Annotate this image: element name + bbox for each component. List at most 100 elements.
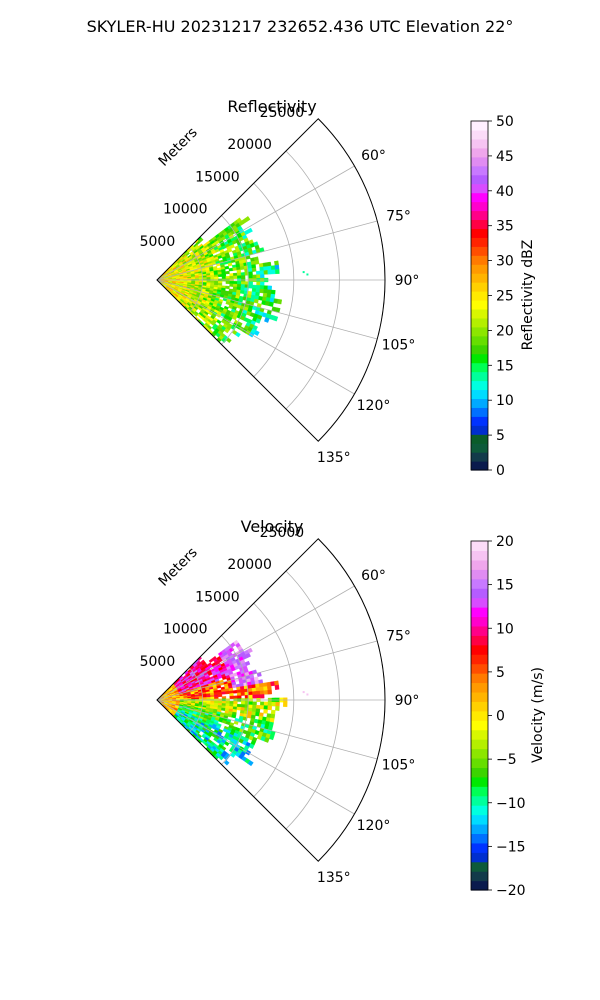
figure-suptitle: SKYLER-HU 20231217 232652.436 UTC Elevat… bbox=[87, 17, 514, 36]
reflectivity-gate bbox=[237, 275, 242, 279]
colorbar-swatch bbox=[471, 625, 488, 636]
colorbar-swatch bbox=[471, 597, 488, 608]
azimuth-tick-label: 135° bbox=[317, 450, 351, 466]
velocity-gate bbox=[275, 705, 280, 711]
reflectivity-gate bbox=[195, 277, 200, 280]
reflectivity-colorbar-scale bbox=[470, 120, 489, 471]
velocity-gate bbox=[217, 694, 223, 698]
colorbar-swatch bbox=[471, 795, 488, 806]
colorbar-swatch bbox=[471, 644, 488, 655]
reflectivity-gate bbox=[306, 273, 309, 276]
reflectivity-gate bbox=[274, 264, 280, 270]
reflectivity-gate bbox=[267, 269, 273, 275]
reflectivity-gate bbox=[266, 261, 272, 267]
colorbar-swatch bbox=[471, 805, 488, 816]
reflectivity-gate bbox=[229, 273, 234, 277]
reflectivity-gate bbox=[256, 274, 261, 279]
velocity-gate bbox=[260, 694, 265, 699]
colorbar-tick-label: 10 bbox=[496, 393, 514, 409]
velocity-gate bbox=[223, 760, 230, 766]
azimuth-spoke bbox=[156, 165, 355, 281]
reflectivity-gate bbox=[259, 270, 265, 275]
reflectivity-gate bbox=[228, 267, 234, 272]
colorbar-tick-label: −10 bbox=[496, 796, 526, 812]
reflectivity-colorbar: 0 5 10 15 20 25 30 35 40 45 50 Reflectivity dBZ bbox=[470, 114, 536, 479]
velocity-gate bbox=[255, 690, 261, 696]
reflectivity-gate bbox=[233, 281, 238, 285]
reflectivity-gate bbox=[206, 276, 211, 280]
reflectivity-gate bbox=[253, 330, 260, 336]
velocity-gate bbox=[247, 688, 253, 693]
reflectivity-gate bbox=[214, 276, 219, 280]
azimuth-tick-label: 60° bbox=[361, 148, 386, 164]
reflectivity-gate bbox=[270, 289, 276, 295]
reflectivity-gate bbox=[240, 272, 246, 276]
velocity-gate bbox=[229, 693, 234, 697]
colorbar-swatch bbox=[471, 282, 488, 292]
velocity-gate bbox=[231, 684, 237, 689]
velocity-gate bbox=[264, 737, 270, 743]
colorbar-swatch bbox=[471, 701, 488, 712]
range-tick-label: 25000 bbox=[260, 105, 305, 121]
reflectivity-gate bbox=[239, 265, 245, 270]
colorbar-tick-label: 20 bbox=[496, 323, 514, 339]
axes-frame bbox=[156, 118, 386, 442]
velocity-gate bbox=[263, 686, 268, 691]
colorbar-swatch bbox=[471, 156, 488, 167]
velocity-colorbar-scale bbox=[470, 540, 489, 891]
velocity-gate bbox=[244, 660, 251, 666]
reflectivity-gate bbox=[221, 273, 227, 277]
velocity-gate bbox=[248, 691, 253, 696]
velocity-gate bbox=[251, 684, 257, 689]
velocity-gate bbox=[260, 701, 265, 706]
velocity-gate bbox=[252, 691, 257, 696]
reflectivity-gate bbox=[235, 331, 241, 338]
range-tick-label: 25000 bbox=[260, 525, 305, 541]
reflectivity-range-labels: 5000 10000 15000 20000 25000 bbox=[140, 105, 305, 250]
azimuth-tick-label: 90° bbox=[395, 273, 420, 289]
azimuth-tick-label: 105° bbox=[382, 758, 416, 774]
colorbar-swatch bbox=[471, 786, 488, 797]
reflectivity-gate bbox=[232, 267, 238, 271]
colorbar-swatch bbox=[471, 739, 488, 750]
velocity-azimuth-labels: 60° 75° 90° 105° 120° 135° bbox=[317, 568, 420, 886]
velocity-colorbar: −20 −15 −10 −5 0 5 10 15 20 Velocity (m/s) bbox=[470, 534, 546, 899]
azimuth-spoke bbox=[156, 699, 378, 760]
velocity-gate bbox=[282, 701, 288, 708]
azimuth-spoke bbox=[156, 640, 378, 701]
reflectivity-gate bbox=[217, 274, 223, 278]
azimuth-tick-label: 75° bbox=[386, 628, 411, 644]
reflectivity-gate bbox=[229, 283, 234, 287]
range-tick-label: 15000 bbox=[195, 589, 240, 605]
reflectivity-gate bbox=[225, 270, 230, 275]
colorbar-swatch bbox=[471, 219, 488, 229]
velocity-gate bbox=[221, 707, 226, 712]
colorbar-tick-label: 50 bbox=[496, 114, 514, 130]
reflectivity-gate bbox=[244, 216, 251, 222]
velocity-title: Velocity bbox=[241, 517, 304, 536]
colorbar-swatch bbox=[471, 353, 488, 364]
colorbar-swatch bbox=[471, 434, 488, 444]
reflectivity-gate bbox=[248, 284, 253, 289]
velocity-gate bbox=[231, 714, 237, 719]
colorbar-tick-label: 10 bbox=[496, 621, 514, 637]
velocity-gate bbox=[214, 696, 219, 700]
colorbar-tick-label: 15 bbox=[496, 578, 514, 594]
velocity-gate bbox=[274, 680, 279, 686]
velocity-gate bbox=[236, 706, 242, 711]
colorbar-swatch bbox=[471, 291, 488, 301]
reflectivity-gate bbox=[236, 283, 242, 288]
range-tick-label: 10000 bbox=[163, 202, 208, 218]
colorbar-swatch bbox=[471, 201, 488, 212]
colorbar-swatch bbox=[471, 255, 488, 265]
reflectivity-gate bbox=[221, 276, 227, 280]
velocity-gate bbox=[224, 741, 230, 747]
velocity-gate bbox=[252, 694, 257, 699]
velocity-gate bbox=[210, 696, 215, 700]
colorbar-swatch bbox=[471, 443, 488, 453]
reflectivity-gate bbox=[224, 328, 230, 334]
velocity-gate bbox=[255, 704, 261, 710]
velocity-gate bbox=[259, 705, 265, 710]
colorbar-swatch bbox=[471, 871, 488, 882]
colorbar-swatch bbox=[471, 264, 488, 274]
